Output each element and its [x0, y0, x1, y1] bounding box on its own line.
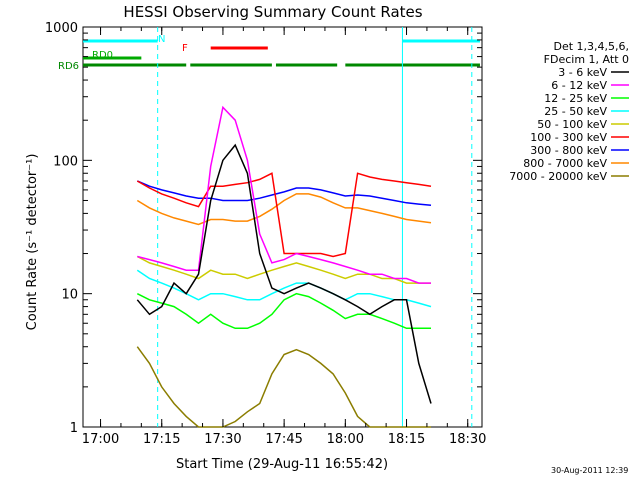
legend-entry-label: 800 - 7000 keV [523, 157, 607, 170]
generation-timestamp: 30-Aug-2011 12:39 [551, 466, 629, 475]
legend-entry-label: 300 - 800 keV [530, 144, 607, 157]
legend-header: FDecim 1, Att 0 [544, 53, 629, 66]
y-axis-label-text: Count Rate (s⁻¹ detector⁻¹) [25, 154, 40, 331]
x-tick-label: 18:15 [388, 432, 425, 447]
series-line-800-7000-kev [136, 193, 432, 226]
vertical-markers [157, 27, 473, 427]
legend-header: Det 1,3,4,5,6, [553, 40, 629, 53]
plot-area [82, 26, 483, 428]
y-axis-label: Count Rate (s⁻¹ detector⁻¹) [25, 154, 40, 331]
flag-label-rd0: RD0 [92, 50, 113, 61]
series-line-300-800-kev [137, 180, 432, 207]
series-lines [136, 105, 432, 428]
y-tick-label: 10 [61, 288, 78, 303]
y-tick-label: 100 [53, 154, 78, 169]
legend-entry-label: 12 - 25 keV [544, 92, 607, 105]
x-tick-label: 17:45 [265, 432, 302, 447]
x-tick-label: 18:30 [449, 432, 486, 447]
plot-frame [82, 26, 483, 428]
legend: Det 1,3,4,5,6,FDecim 1, Att 03 - 6 keV6 … [509, 40, 629, 183]
legend-entry-label: 50 - 100 keV [537, 118, 607, 131]
axes: 17:00 17:15 17:30 17:45 18:00 18:15 18:30 1 10 10… [45, 21, 487, 447]
flag-label-f: F [182, 43, 188, 54]
x-tick-label: 17:15 [143, 432, 180, 447]
legend-entry-label: 25 - 50 keV [544, 105, 607, 118]
x-axis-label: Start Time (29-Aug-11 16:55:42) [176, 457, 388, 472]
x-tick-label: 17:30 [204, 432, 241, 447]
flag-label-n: N [158, 34, 165, 45]
y-tick-label: 1 [70, 421, 78, 436]
legend-entry-label: 7000 - 20000 keV [509, 170, 607, 183]
legend-entry-label: 100 - 300 keV [530, 131, 607, 144]
y-tick-label: 1000 [45, 21, 78, 36]
legend-entry-label: 3 - 6 keV [558, 66, 607, 79]
x-tick-label: 17:00 [82, 432, 119, 447]
legend-entry-label: 6 - 12 keV [551, 79, 607, 92]
chart-title: HESSI Observing Summary Count Rates [123, 3, 422, 21]
series-line-3-6-kev [136, 143, 432, 404]
series-line-100-300-kev [136, 172, 432, 258]
series-line-12-25-kev [136, 292, 431, 330]
flag-label-rd6: RD6 [58, 61, 79, 72]
series-line-50-100-kev [136, 255, 431, 284]
observing-flags: N F RD0 RD6 [58, 34, 480, 72]
series-line-7000-20000-kev [136, 346, 431, 428]
series-line-6-12-kev [137, 105, 431, 284]
x-tick-label: 18:00 [327, 432, 364, 447]
